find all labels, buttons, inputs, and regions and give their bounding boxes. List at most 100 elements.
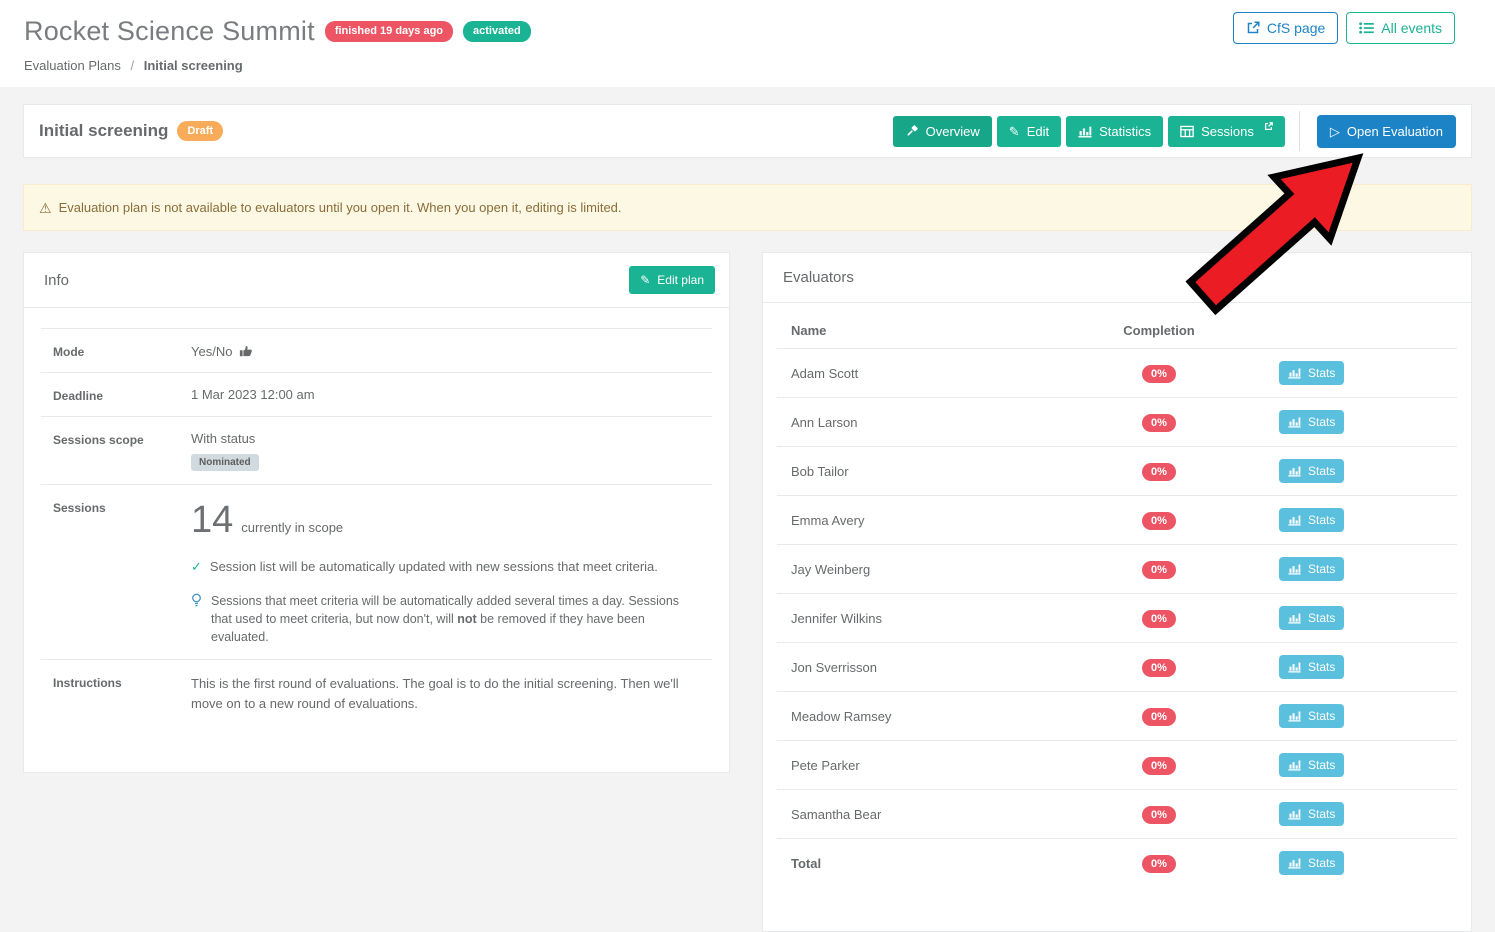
sessions-label: Sessions xyxy=(53,501,106,515)
info-card-title: Info xyxy=(44,271,70,289)
stats-label: Stats xyxy=(1308,415,1336,429)
cfs-page-button[interactable]: CfS page xyxy=(1232,12,1339,44)
event-finished-badge: finished 19 days ago xyxy=(324,21,454,42)
completion-badge: 0% xyxy=(1142,462,1176,481)
evaluator-stats-button[interactable]: Stats xyxy=(1279,753,1345,777)
evaluator-stats-button[interactable]: Stats xyxy=(1279,655,1345,679)
play-icon: ▷ xyxy=(1329,123,1340,139)
breadcrumb: Evaluation Plans / Initial screening xyxy=(24,58,1471,73)
stats-label: Stats xyxy=(1308,660,1336,674)
completion-badge: 0% xyxy=(1142,364,1176,383)
statistics-button[interactable]: Statistics xyxy=(1066,115,1164,147)
bar-chart-icon xyxy=(1288,661,1301,673)
warning-icon: ⚠ xyxy=(39,199,52,216)
bar-chart-icon xyxy=(1288,416,1301,428)
evaluator-name: Pete Parker xyxy=(791,757,860,773)
evaluator-stats-button[interactable]: Stats xyxy=(1279,459,1345,483)
sessions-label: Sessions xyxy=(1201,123,1254,139)
evaluator-name: Meadow Ramsey xyxy=(791,708,892,724)
info-row-mode: Mode Yes/No xyxy=(41,328,712,372)
info-card: Info ✎ Edit plan Mode Yes/No xyxy=(23,252,730,774)
overview-label: Overview xyxy=(925,123,980,139)
stats-label: Stats xyxy=(1308,856,1336,870)
breadcrumb-evaluation-plans[interactable]: Evaluation Plans xyxy=(24,58,121,73)
evaluator-stats-button[interactable]: Stats xyxy=(1279,802,1345,826)
info-row-instructions: Instructions This is the first round of … xyxy=(41,659,712,726)
overview-button[interactable]: Overview xyxy=(892,115,992,147)
sessions-count-suffix: currently in scope xyxy=(241,520,344,535)
sessions-scope-label: Sessions scope xyxy=(53,433,144,447)
evaluator-row: Meadow Ramsey 0% Stats xyxy=(777,691,1457,740)
lightbulb-icon xyxy=(191,593,202,608)
total-label: Total xyxy=(791,855,822,871)
table-icon xyxy=(1180,125,1194,138)
pencil-icon: ✎ xyxy=(640,273,651,287)
edit-button[interactable]: ✎ Edit xyxy=(996,115,1062,147)
evaluator-name: Bob Tailor xyxy=(791,463,849,479)
evaluator-stats-button[interactable]: Stats xyxy=(1279,606,1345,630)
event-activated-badge: activated xyxy=(463,21,531,42)
bar-chart-icon xyxy=(1288,759,1301,771)
event-header: Rocket Science Summit finished 19 days a… xyxy=(0,0,1495,87)
completion-badge: 0% xyxy=(1142,511,1176,530)
nominated-badge: Nominated xyxy=(191,454,259,471)
mode-value: Yes/No xyxy=(191,343,233,359)
bar-chart-icon xyxy=(1288,367,1301,379)
evaluator-row: Samantha Bear 0% Stats xyxy=(777,789,1457,838)
evaluator-name: Samantha Bear xyxy=(791,806,882,822)
edit-plan-label: Edit plan xyxy=(657,273,704,287)
evaluator-stats-button[interactable]: Stats xyxy=(1279,361,1345,385)
evaluator-name: Jennifer Wilkins xyxy=(791,610,883,626)
sessions-button[interactable]: Sessions xyxy=(1168,115,1285,147)
stats-label: Stats xyxy=(1308,709,1336,723)
content: Initial screening Draft Overview ✎ Edit xyxy=(0,87,1495,932)
bar-chart-icon xyxy=(1288,808,1301,820)
info-row-sessions-scope: Sessions scope With status Nominated xyxy=(41,416,712,484)
edit-label: Edit xyxy=(1026,123,1050,139)
open-evaluation-button[interactable]: ▷ Open Evaluation xyxy=(1316,114,1456,148)
bar-chart-icon xyxy=(1288,514,1301,526)
stats-label: Stats xyxy=(1308,562,1336,576)
bar-chart-icon xyxy=(1288,563,1301,575)
edit-plan-button[interactable]: ✎ Edit plan xyxy=(629,266,715,294)
external-link-icon xyxy=(1246,21,1260,35)
plan-title: Initial screening xyxy=(39,120,169,140)
plan-toolbar: Initial screening Draft Overview ✎ Edit xyxy=(23,104,1472,158)
evaluators-table-header: Name Completion xyxy=(777,307,1457,349)
evaluator-stats-button[interactable]: Stats xyxy=(1279,410,1345,434)
evaluator-row: Emma Avery 0% Stats xyxy=(777,495,1457,544)
completion-badge: 0% xyxy=(1142,805,1176,824)
stats-label: Stats xyxy=(1308,758,1336,772)
warning-text: Evaluation plan is not available to eval… xyxy=(58,200,622,215)
evaluator-stats-button[interactable]: Stats xyxy=(1279,557,1345,581)
toolbar-divider xyxy=(1298,111,1300,151)
evaluator-row: Pete Parker 0% Stats xyxy=(777,740,1457,789)
evaluator-stats-button[interactable]: Stats xyxy=(1279,704,1345,728)
completion-badge: 0% xyxy=(1142,413,1176,432)
evaluator-row: Bob Tailor 0% Stats xyxy=(777,446,1457,495)
total-stats-button[interactable]: Stats xyxy=(1279,851,1345,875)
bar-chart-icon xyxy=(1288,465,1301,477)
stats-label: Stats xyxy=(1308,366,1336,380)
evaluators-total-row: Total 0% Stats xyxy=(777,838,1457,887)
breadcrumb-separator: / xyxy=(130,58,135,73)
evaluator-name: Jay Weinberg xyxy=(791,561,871,577)
evaluators-table: Adam Scott 0% Stats Ann Larson 0% Stats xyxy=(777,349,1457,838)
list-icon xyxy=(1359,22,1375,34)
draft-status-badge: Draft xyxy=(177,120,224,142)
evaluator-name: Emma Avery xyxy=(791,512,865,528)
all-events-button[interactable]: All events xyxy=(1346,12,1455,44)
all-events-label: All events xyxy=(1381,20,1442,36)
event-title: Rocket Science Summit xyxy=(24,16,315,46)
open-evaluation-label: Open Evaluation xyxy=(1346,123,1443,139)
stats-label: Stats xyxy=(1308,611,1336,625)
completion-badge: 0% xyxy=(1142,658,1176,677)
info-row-deadline: Deadline 1 Mar 2023 12:00 am xyxy=(41,372,712,416)
evaluator-row: Adam Scott 0% Stats xyxy=(777,349,1457,397)
sessions-scope-value: With status xyxy=(191,431,256,446)
evaluator-stats-button[interactable]: Stats xyxy=(1279,508,1345,532)
evaluator-row: Jennifer Wilkins 0% Stats xyxy=(777,593,1457,642)
info-row-sessions: Sessions 14 currently in scope ✓ Session… xyxy=(41,484,712,659)
bar-chart-icon xyxy=(1288,857,1301,869)
stats-label: Stats xyxy=(1308,807,1336,821)
